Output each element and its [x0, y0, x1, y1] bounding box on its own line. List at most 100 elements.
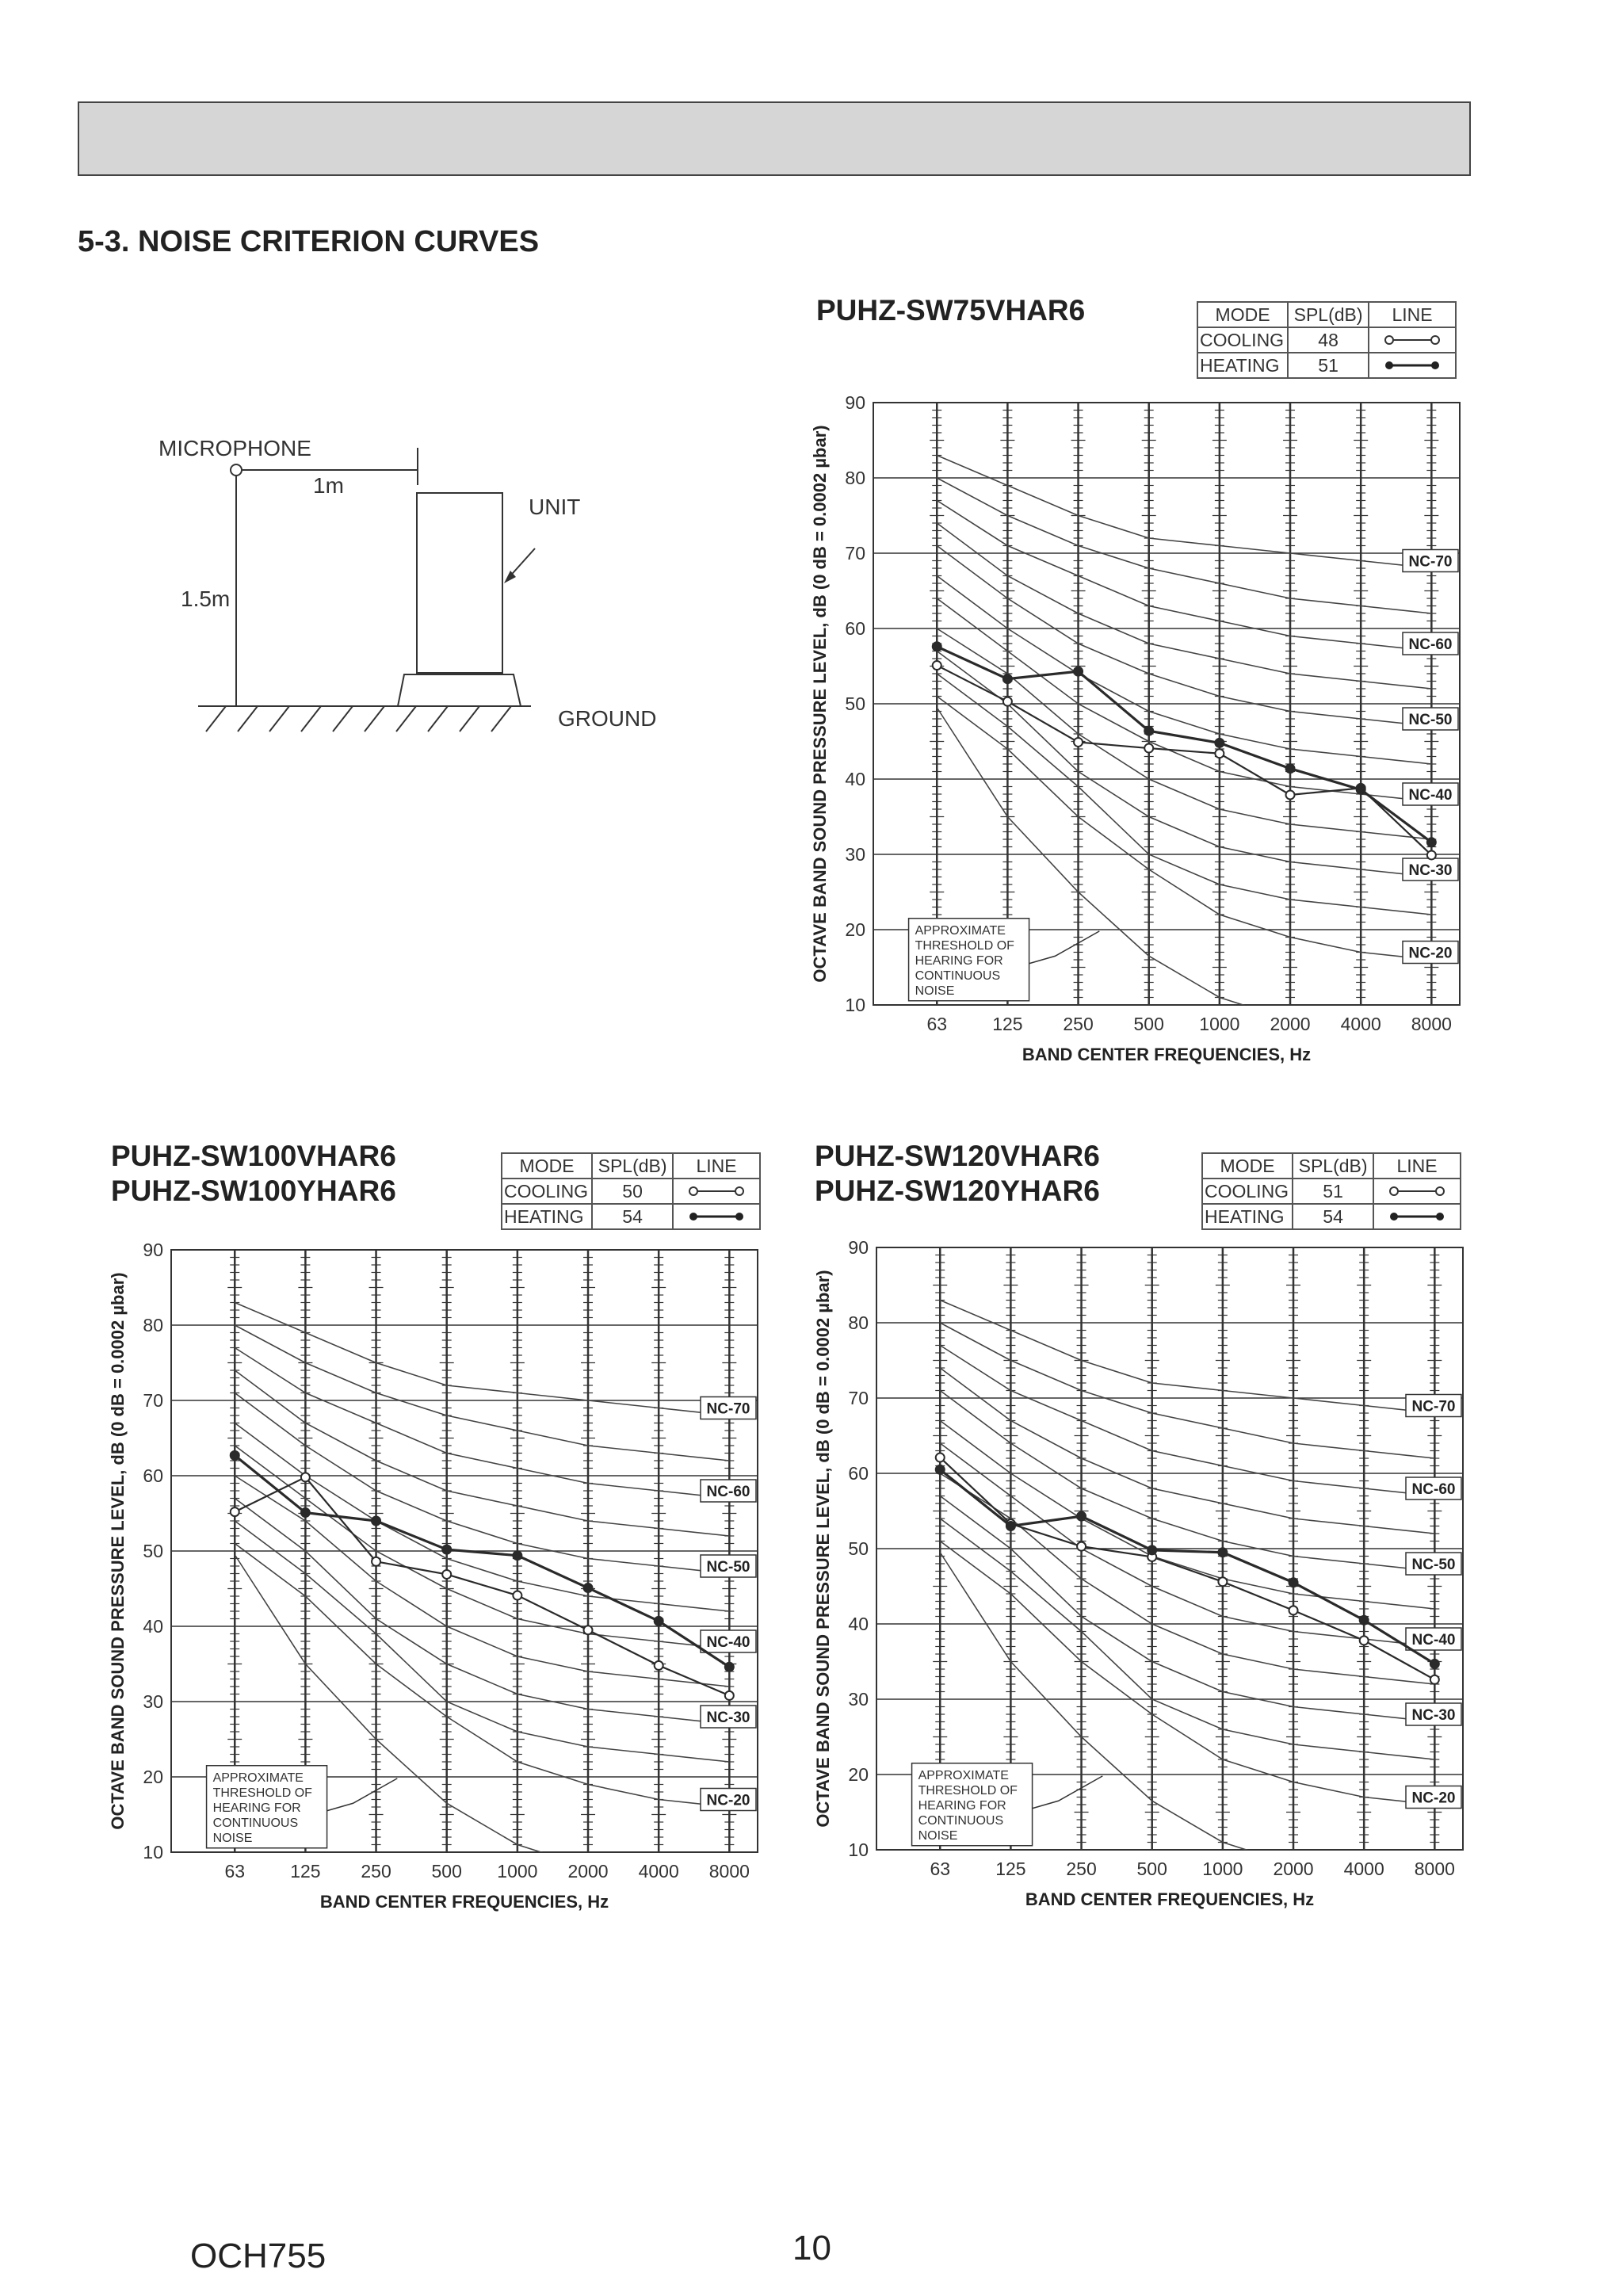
data-point-cooling [582, 1625, 594, 1636]
threshold-note: APPROXIMATE THRESHOLD OF HEARING FOR CONTIN… [915, 924, 1015, 998]
microphone-icon [230, 464, 242, 476]
y-tick-label: 40 [848, 1614, 869, 1634]
x-tick-label: 63 [224, 1861, 245, 1881]
y-tick-label: 50 [143, 1541, 163, 1561]
legend-header-spl: SPL(dB) [1292, 1152, 1375, 1179]
x-tick-label: 2000 [567, 1861, 608, 1881]
threshold-note-leader [1032, 1775, 1103, 1809]
threshold-note: APPROXIMATE THRESHOLD OF HEARING FOR CONTIN… [918, 1769, 1018, 1843]
legend-header-mode: MODE [500, 1152, 594, 1179]
nc-label: NC-60 [1412, 1481, 1456, 1498]
section-title: 5-3. NOISE CRITERION CURVES [78, 225, 540, 258]
nc-label-box [1402, 548, 1459, 573]
nc-label-box [1402, 707, 1459, 731]
data-point-heating [300, 1507, 311, 1519]
data-point-heating [512, 1550, 523, 1561]
series-line-cooling [939, 1457, 1435, 1681]
data-point-cooling [1076, 1541, 1087, 1552]
legend-table-sw75: MODE SPL(dB) LINE COOLING 48 HEATING 51 [1196, 301, 1457, 379]
y-tick-label: 70 [845, 543, 865, 563]
data-point-cooling [1429, 1674, 1440, 1685]
ground-label: GROUND [558, 706, 657, 731]
y-tick-label: 50 [848, 1538, 869, 1559]
hearing-threshold-curve [939, 1552, 1249, 1850]
threshold-note-line: THRESHOLD OF [915, 939, 1015, 953]
nc-label: NC-20 [1409, 946, 1453, 962]
nc-label: NC-20 [707, 1793, 750, 1809]
y-tick-label: 90 [143, 1240, 163, 1260]
legend-mode-cooling: COOLING [1196, 327, 1289, 353]
y-tick-label: 90 [845, 392, 865, 413]
series-line-cooling [936, 664, 1433, 856]
data-point-heating [371, 1515, 382, 1526]
data-point-heating [1005, 1521, 1016, 1531]
x-tick-label: 500 [432, 1861, 462, 1881]
nc-chart-sw100: 10 20 30 40 50 60 70 80 90 63 125 250 500 1000 2000 400… [100, 1234, 773, 1916]
data-point-cooling [441, 1568, 453, 1580]
y-axis-title: OCTAVE BAND SOUND PRESSURE LEVEL, dB (0 … [813, 1270, 833, 1827]
nc-label: NC-60 [707, 1484, 750, 1500]
y-tick-label: 80 [848, 1312, 869, 1333]
legend-header-mode: MODE [1201, 1152, 1294, 1179]
data-point-heating [1288, 1577, 1299, 1588]
data-point-heating [582, 1583, 594, 1594]
nc-curve [936, 650, 1432, 878]
threshold-note-line: APPROXIMATE [915, 924, 1006, 938]
nc-chart-svg: 10 20 30 40 50 60 70 80 90 63 125 250 500 1000 2000 400… [813, 1237, 1464, 1909]
nc-label-box [1402, 782, 1459, 806]
threshold-note-line: CONTINUOUS [918, 1814, 1004, 1828]
nc-curve [939, 1389, 1435, 1572]
nc-label: NC-40 [1412, 1632, 1456, 1648]
y-tick-label: 30 [848, 1689, 869, 1710]
data-point-cooling [1214, 748, 1225, 759]
data-point-heating [1002, 674, 1013, 685]
nc-label-box [1402, 858, 1459, 881]
data-point-cooling [229, 1507, 240, 1518]
nc-curve [936, 695, 1432, 961]
x-tick-label: 8000 [1415, 1859, 1455, 1879]
nc-curve [234, 1520, 730, 1763]
legend-line-heating [1373, 1203, 1462, 1230]
data-point-cooling [1426, 850, 1437, 861]
legend-line-cooling [1373, 1178, 1462, 1205]
open-circle-line-icon [1384, 334, 1441, 345]
data-point-cooling [300, 1472, 311, 1483]
y-tick-label: 50 [845, 693, 865, 714]
x-tick-label: 125 [290, 1861, 320, 1881]
legend-mode-heating: HEATING [1201, 1203, 1294, 1230]
nc-curve [936, 598, 1432, 803]
nc-label-box [1405, 1393, 1462, 1418]
nc-label-box [700, 1629, 757, 1653]
height-label: 1.5m [181, 586, 231, 611]
legend-line-heating [672, 1203, 762, 1230]
data-point-heating [1217, 1547, 1228, 1558]
legend-line-cooling [672, 1178, 762, 1205]
nc-label-box [1405, 1627, 1462, 1651]
nc-label: NC-40 [707, 1634, 750, 1651]
x-tick-label: 1000 [497, 1861, 537, 1881]
x-tick-label: 2000 [1273, 1859, 1313, 1879]
x-tick-label: 1000 [1199, 1014, 1239, 1034]
unit-label: UNIT [529, 495, 581, 519]
data-point-cooling [1144, 743, 1155, 754]
open-circle-line-icon [689, 1186, 745, 1196]
ground-hatching [205, 705, 512, 732]
legend-header-spl: SPL(dB) [1287, 301, 1370, 328]
microphone-label: MICROPHONE [158, 436, 311, 460]
minor-tick-group [1286, 1254, 1301, 1843]
y-tick-label: 20 [143, 1767, 163, 1787]
nc-label: NC-20 [1412, 1790, 1456, 1807]
threshold-note-line: APPROXIMATE [918, 1769, 1009, 1782]
nc-label-box [1405, 1552, 1462, 1576]
x-tick-label: 125 [992, 1014, 1022, 1034]
x-tick-label: 250 [1063, 1014, 1093, 1034]
filled-circle-line-icon [689, 1212, 744, 1221]
minor-tick-group [1074, 1254, 1089, 1843]
legend-line-heating [1368, 352, 1457, 379]
legend-table-sw100: MODE SPL(dB) LINE COOLING 50 HEATING 54 [500, 1152, 762, 1230]
minor-tick-group [581, 1256, 596, 1846]
nc-curve [939, 1344, 1435, 1497]
y-tick-label: 60 [845, 618, 865, 639]
nc-label-box [1402, 632, 1459, 655]
nc-label: NC-30 [1412, 1707, 1456, 1724]
